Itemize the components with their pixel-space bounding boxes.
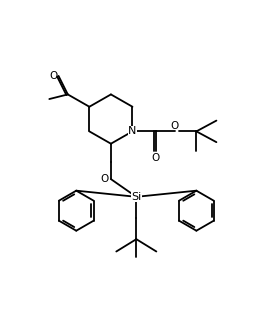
Text: O: O	[171, 121, 179, 131]
Text: O: O	[151, 153, 160, 163]
Text: Si: Si	[131, 192, 142, 202]
Text: O: O	[49, 71, 57, 81]
Text: N: N	[128, 126, 137, 136]
Text: O: O	[101, 174, 109, 184]
